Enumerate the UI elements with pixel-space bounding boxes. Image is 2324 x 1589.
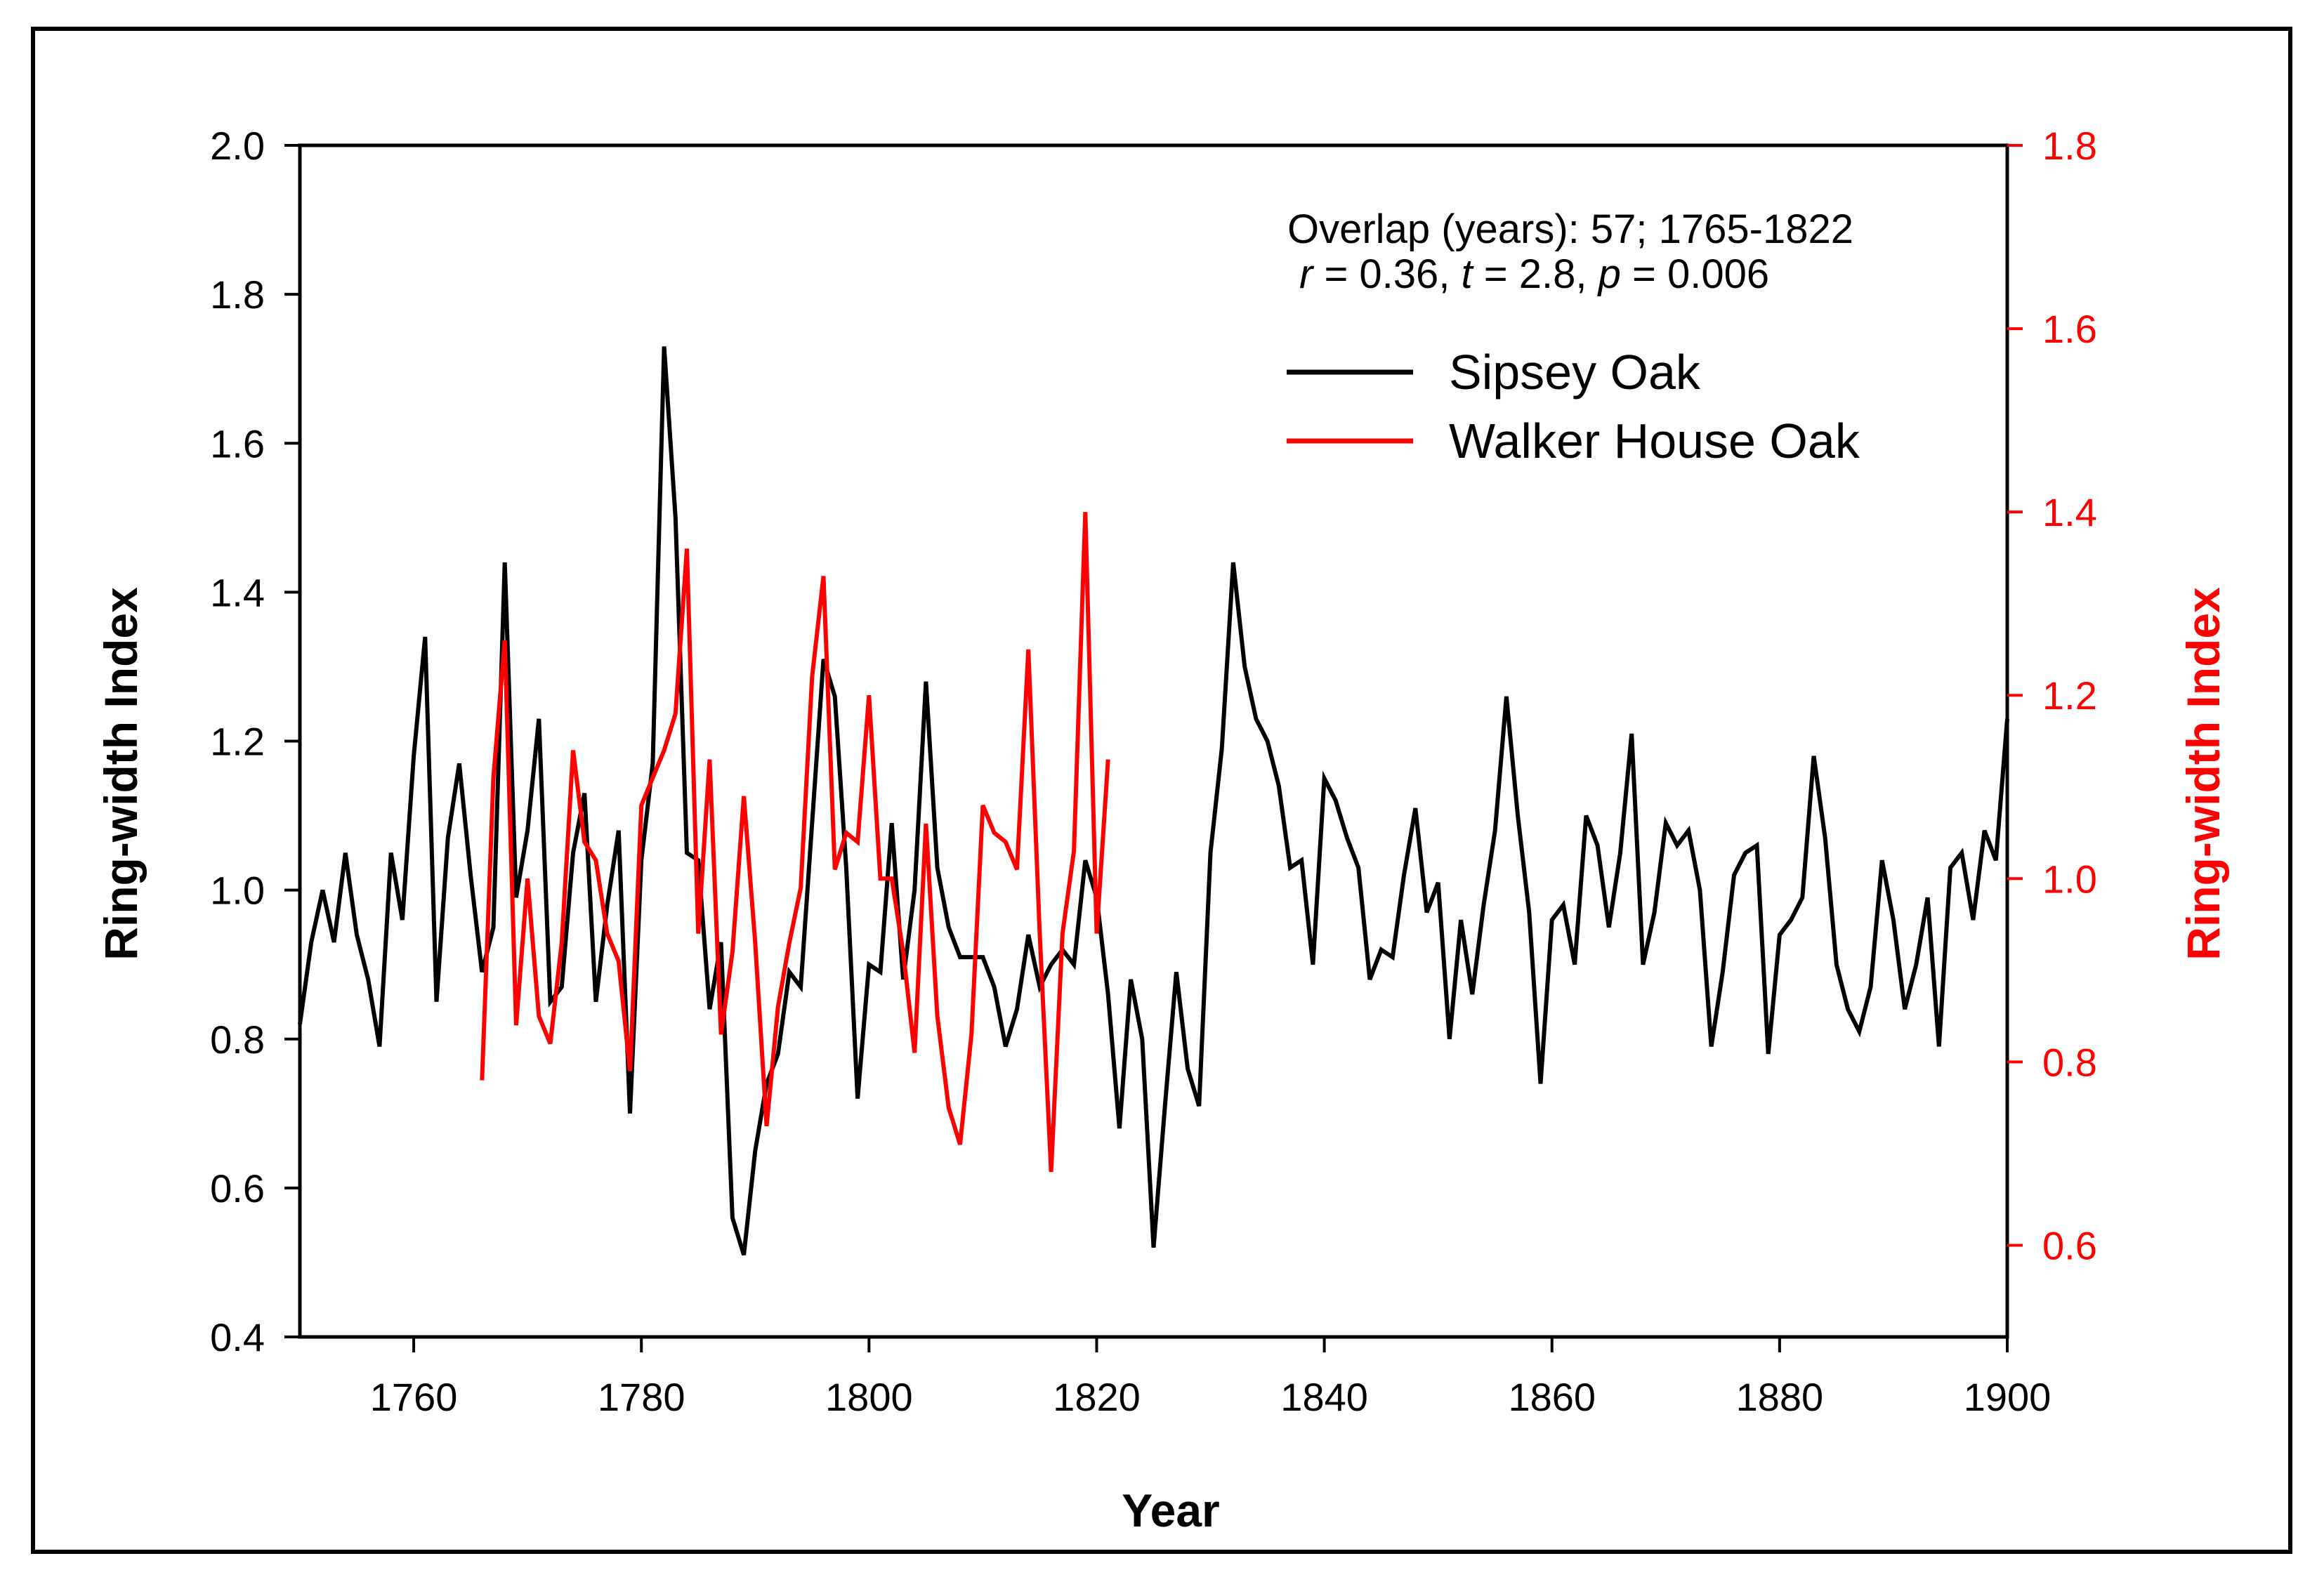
x-tick-label: 1900 bbox=[1964, 1375, 2051, 1419]
x-tick-label: 1800 bbox=[825, 1375, 913, 1419]
y-axis-left-title: Ring-width Index bbox=[95, 587, 147, 961]
x-tick-label: 1820 bbox=[1053, 1375, 1141, 1419]
y-right-tick-label: 1.0 bbox=[2042, 857, 2097, 901]
y-axis-left: 0.4 0.6 0.8 1.0 1.2 1.4 1.6 1.8 2.0 bbox=[210, 124, 300, 1359]
y-left-tick-label: 0.8 bbox=[210, 1017, 265, 1062]
x-tick-label: 1840 bbox=[1280, 1375, 1368, 1419]
x-tick-label: 1880 bbox=[1736, 1375, 1824, 1419]
legend-label-walker-house-oak: Walker House Oak bbox=[1449, 414, 1860, 468]
y-right-tick-label: 0.6 bbox=[2042, 1223, 2097, 1267]
y-left-tick-label: 1.2 bbox=[210, 720, 265, 764]
y-axis-right: 0.6 0.8 1.0 1.2 1.4 1.6 1.8 bbox=[2007, 124, 2097, 1267]
x-axis-title: Year bbox=[1122, 1484, 1219, 1536]
annotation-overlap: Overlap (years): 57; 1765-1822 bbox=[1287, 206, 1853, 252]
y-left-tick-label: 0.4 bbox=[210, 1315, 265, 1359]
legend-label-sipsey-oak: Sipsey Oak bbox=[1449, 345, 1701, 400]
annotation-stats: r = 0.36, t = 2.8, p = 0.006 bbox=[1299, 251, 1769, 297]
y-right-tick-label: 1.2 bbox=[2042, 673, 2097, 718]
y-left-tick-label: 1.0 bbox=[210, 869, 265, 913]
y-left-tick-label: 1.8 bbox=[210, 272, 265, 317]
y-left-tick-label: 2.0 bbox=[210, 124, 265, 168]
chart-frame: 1760 1780 1800 1820 1840 1860 1880 1900 0.4 0.6 0… bbox=[31, 27, 2292, 1554]
x-tick-label: 1860 bbox=[1508, 1375, 1596, 1419]
series-layer bbox=[298, 346, 2009, 1256]
y-right-tick-label: 0.8 bbox=[2042, 1040, 2097, 1084]
y-right-tick-label: 1.8 bbox=[2042, 124, 2097, 168]
x-tick-label: 1780 bbox=[598, 1375, 685, 1419]
y-left-tick-label: 1.4 bbox=[210, 570, 265, 614]
y-right-tick-label: 1.4 bbox=[2042, 490, 2097, 534]
x-tick-label: 1760 bbox=[370, 1375, 458, 1419]
legend: Sipsey Oak Walker House Oak bbox=[1287, 345, 1860, 468]
series-line-sipsey-oak bbox=[298, 346, 2009, 1256]
y-left-tick-label: 0.6 bbox=[210, 1166, 265, 1211]
y-right-tick-label: 1.6 bbox=[2042, 307, 2097, 351]
y-axis-right-title: Ring-width Index bbox=[2177, 587, 2229, 961]
series-line-walker-house-oak bbox=[480, 512, 1110, 1173]
chart-svg: 1760 1780 1800 1820 1840 1860 1880 1900 0.40.60… bbox=[95, 124, 2229, 1536]
plot-area bbox=[298, 143, 2009, 1339]
x-axis: 1760 1780 1800 1820 1840 1860 1880 1900 bbox=[370, 1337, 2051, 1419]
y-left-tick-label: 1.6 bbox=[210, 421, 265, 466]
